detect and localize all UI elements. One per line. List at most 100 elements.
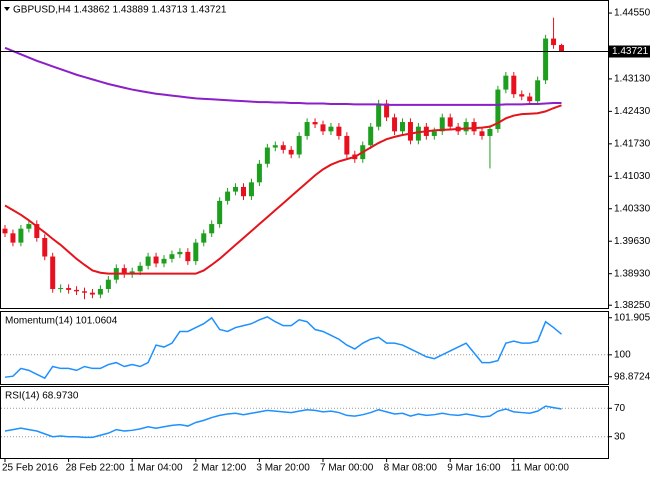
candle-body xyxy=(535,80,541,102)
candle-body xyxy=(248,182,254,197)
indicator-line xyxy=(4,316,562,380)
candle-body xyxy=(264,147,270,164)
momentum-frame xyxy=(0,311,609,385)
candle-body xyxy=(296,135,302,155)
candle-body xyxy=(241,186,246,197)
candle-body xyxy=(82,291,87,293)
candle-body xyxy=(320,124,326,132)
candle-body xyxy=(97,288,103,295)
candle-body xyxy=(519,94,525,97)
y-tick-label: 1.39630 xyxy=(614,236,650,247)
momentum-title: Momentum(14) 101.0604 xyxy=(5,316,118,327)
candle-body xyxy=(58,288,64,290)
candle-body xyxy=(217,200,223,225)
candle-body xyxy=(471,122,477,132)
candle-body xyxy=(10,233,16,243)
y-tick-label: 98.8724 xyxy=(614,371,650,382)
candle-body xyxy=(511,75,517,95)
moving-average xyxy=(4,46,562,106)
candle-body xyxy=(169,254,175,259)
y-tick-label: 1.43130 xyxy=(614,74,650,85)
candle-body xyxy=(105,279,111,289)
candle-body xyxy=(193,242,199,262)
y-tick-label: 1.40330 xyxy=(614,203,650,214)
y-tick-label: 1.44550 xyxy=(614,8,650,19)
x-tick-label: 8 Mar 08:00 xyxy=(384,463,438,474)
x-tick-label: 9 Mar 16:00 xyxy=(447,463,501,474)
candle-body xyxy=(312,122,318,125)
candle-body xyxy=(384,103,390,118)
x-tick-label: 1 Mar 04:00 xyxy=(129,463,183,474)
y-tick-label: 70 xyxy=(614,403,626,414)
candle-body xyxy=(527,96,533,102)
candle-body xyxy=(201,233,207,243)
candle-body xyxy=(209,224,215,234)
rsi-title: RSI(14) 68.9730 xyxy=(5,391,79,402)
candle-body xyxy=(439,117,445,132)
candle-body xyxy=(185,251,191,262)
candle-body xyxy=(487,128,493,136)
candle-body xyxy=(392,117,398,132)
y-tick-label: 1.42430 xyxy=(614,106,650,117)
candle-body xyxy=(66,288,72,290)
candle-body xyxy=(551,38,557,46)
menu-icon xyxy=(4,7,10,11)
candle-body xyxy=(89,292,95,295)
candle-body xyxy=(26,224,32,229)
x-tick-label: 2 Mar 12:00 xyxy=(193,463,247,474)
last-price-label: 1.43721 xyxy=(612,46,649,57)
candle-body xyxy=(288,149,294,155)
candle-body xyxy=(42,237,48,257)
candle-body xyxy=(225,191,231,201)
x-tick-label: 28 Feb 22:00 xyxy=(66,463,125,474)
plot-layer: 1.44550 1.43130 1.42430 1.41730 1.41030 1.403… xyxy=(1,8,650,474)
y-tick-label: 1.38250 xyxy=(614,300,650,311)
indicator-line xyxy=(4,405,562,439)
candle-body xyxy=(415,126,421,141)
candle-body xyxy=(328,126,334,132)
rsi-frame xyxy=(0,386,609,459)
candle-body xyxy=(18,228,24,243)
candle-body xyxy=(272,145,278,148)
candle-body xyxy=(559,44,564,52)
candle-body xyxy=(479,131,485,136)
candle-body xyxy=(376,103,382,127)
candle-body xyxy=(256,163,262,183)
last-price-box xyxy=(609,45,650,58)
y-tick-label: 1.41030 xyxy=(614,171,650,182)
candle-body xyxy=(74,289,80,292)
candle-body xyxy=(280,145,286,150)
main-title: GBPUSD,H4 1.43862 1.43889 1.43713 1.4372… xyxy=(13,5,227,16)
moving-average xyxy=(4,104,562,275)
candle-body xyxy=(304,122,310,136)
candle-body xyxy=(495,89,501,129)
candle-body xyxy=(233,186,239,192)
x-tick-label: 7 Mar 00:00 xyxy=(320,463,374,474)
candle-body xyxy=(447,117,453,127)
x-tick-label: 3 Mar 20:00 xyxy=(256,463,310,474)
candle-body xyxy=(177,251,183,255)
candle-body xyxy=(50,256,56,289)
candle-body xyxy=(400,122,405,132)
candle-body xyxy=(121,268,127,275)
candle-body xyxy=(336,126,342,136)
x-tick-label: 25 Feb 2016 xyxy=(2,463,59,474)
y-tick-label: 1.41730 xyxy=(614,138,650,149)
candle-body xyxy=(407,122,413,141)
candle-body xyxy=(368,126,374,146)
candle-body xyxy=(2,228,8,234)
y-tick-label: 1.38930 xyxy=(614,268,650,279)
candle-body xyxy=(137,265,143,272)
candle-body xyxy=(463,122,469,132)
candle-body xyxy=(34,224,40,238)
candle-body xyxy=(145,256,151,266)
candle-body xyxy=(344,135,350,155)
candle-body xyxy=(503,75,509,90)
candle-body xyxy=(431,131,437,136)
main-frame xyxy=(0,0,609,309)
candle-body xyxy=(161,258,167,264)
y-tick-label: 100 xyxy=(614,349,631,360)
